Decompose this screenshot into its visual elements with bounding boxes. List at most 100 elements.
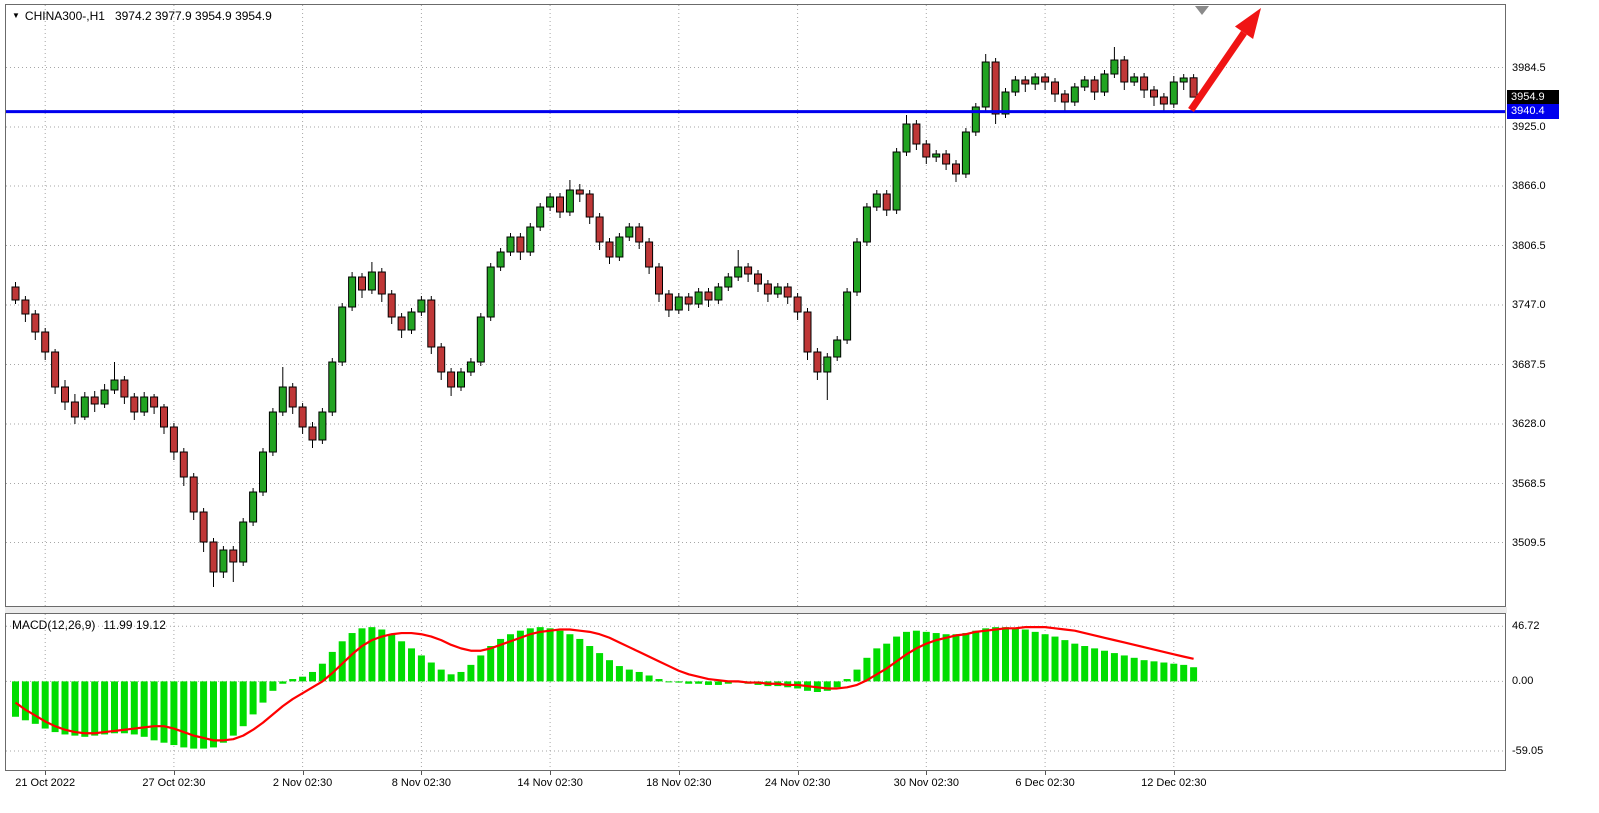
candle-down — [21, 299, 30, 315]
macd-histogram-bar — [1021, 629, 1029, 682]
macd-histogram-bar — [972, 630, 980, 682]
macd-histogram-bar — [91, 681, 99, 736]
candle-down — [308, 426, 317, 441]
candle-up — [486, 266, 495, 318]
candle-down — [31, 313, 40, 333]
macd-histogram-bar — [1110, 653, 1118, 682]
candle-down — [605, 241, 614, 258]
pane-splitter[interactable] — [5, 607, 1507, 613]
macd-histogram-bar — [1120, 655, 1128, 682]
macd-histogram-bar — [586, 646, 594, 682]
candle-up — [318, 411, 327, 441]
current-price-badge: 3954.9 — [1507, 89, 1559, 105]
price-axis-label: 3806.5 — [1512, 239, 1546, 252]
candle-up — [268, 411, 277, 453]
macd-histogram-bar — [497, 638, 505, 682]
macd-histogram-bar — [1071, 643, 1079, 682]
macd-histogram-bar — [615, 666, 623, 682]
macd-histogram-bar — [1140, 660, 1148, 682]
price-chart-pane[interactable] — [5, 4, 1506, 607]
candle-down — [516, 236, 525, 253]
trend-arrow-head-icon — [1234, 8, 1261, 39]
macd-axis-label: 0.00 — [1512, 675, 1534, 688]
macd-histogram-bar — [853, 669, 861, 682]
macd-histogram-bar — [467, 664, 475, 682]
candle-down — [1159, 96, 1168, 105]
trend-arrow-shaft — [1188, 30, 1247, 112]
macd-histogram-bar — [1051, 636, 1059, 682]
candle-down — [585, 193, 594, 218]
candle-down — [1021, 79, 1030, 85]
macd-axis-scale[interactable]: 46.72 0.00 -59.05 — [1507, 613, 1599, 771]
candle-up — [417, 299, 426, 313]
candle-up — [892, 151, 901, 211]
macd-histogram-bar — [1061, 640, 1069, 682]
macd-histogram-bar — [457, 671, 465, 682]
candle-down — [377, 271, 386, 295]
macd-histogram-bar — [665, 681, 673, 683]
candle-up — [80, 396, 89, 418]
macd-histogram-bar — [645, 675, 653, 682]
price-axis-label: 3925.0 — [1512, 121, 1546, 133]
macd-axis-label: -59.05 — [1512, 745, 1544, 757]
candle-down — [556, 196, 564, 213]
time-axis-tick — [45, 771, 46, 775]
macd-histogram-bar — [1041, 634, 1049, 682]
candle-down — [387, 293, 396, 318]
macd-histogram-bar — [823, 681, 831, 691]
candle-up — [526, 226, 535, 253]
candle-down — [1051, 81, 1059, 95]
chart-header: ▼ CHINA300-,H1 3974.2 3977.9 3954.9 3954.9 — [12, 9, 272, 23]
candle-up — [1100, 73, 1109, 93]
macd-histogram-bar — [180, 681, 188, 748]
candle-up — [714, 286, 723, 301]
macd-histogram-bar — [368, 627, 376, 682]
candle-down — [70, 401, 79, 418]
macd-histogram-bar — [437, 669, 445, 682]
candle-down — [754, 273, 762, 285]
macd-signal-line — [14, 626, 1194, 742]
chart-shift-marker-icon — [1195, 6, 1209, 15]
candle-down — [635, 226, 644, 243]
macd-histogram-bar — [1031, 631, 1039, 682]
macd-histogram-bar — [1190, 667, 1198, 682]
macd-histogram-bar — [912, 630, 920, 682]
macd-histogram-bar — [942, 634, 950, 682]
time-axis-tick — [1045, 771, 1046, 775]
candle-down — [912, 123, 921, 145]
macd-histogram-bar — [388, 634, 396, 682]
candle-down — [991, 61, 1000, 115]
candle-up — [496, 251, 505, 268]
chart-menu-arrow-icon[interactable]: ▼ — [12, 11, 20, 20]
macd-histogram-bar — [338, 641, 346, 682]
candle-down — [150, 396, 159, 408]
price-axis-scale[interactable]: 3984.5 3925.0 3866.0 3806.5 3747.0 3687.5 3628… — [1507, 4, 1599, 607]
time-axis-label: 6 Dec 02:30 — [1015, 777, 1075, 789]
candle-up — [140, 396, 149, 413]
time-axis-label: 24 Nov 02:30 — [764, 777, 831, 789]
macd-histogram-bar — [487, 646, 495, 682]
price-axis-label: 3747.0 — [1512, 299, 1546, 311]
macd-histogram-bar — [507, 634, 514, 682]
macd-histogram-bar — [625, 669, 633, 682]
macd-histogram-bar — [101, 681, 109, 735]
candle-down — [744, 266, 753, 275]
macd-histogram-bar — [81, 681, 89, 737]
time-axis-scale[interactable]: 21 Oct 2022 27 Oct 02:30 2 Nov 02:30 8 Nov … — [5, 771, 1507, 797]
macd-histogram-bar — [229, 681, 237, 736]
macd-histogram-bar — [279, 681, 287, 684]
candle-up — [506, 236, 515, 253]
time-axis-label: 8 Nov 02:30 — [391, 777, 452, 789]
macd-histogram-bar — [1180, 664, 1188, 682]
time-axis-tick — [679, 771, 680, 775]
macd-histogram-bar — [903, 631, 910, 682]
macd-label: MACD(12,26,9) — [12, 618, 96, 632]
macd-histogram-bar — [714, 681, 722, 685]
candle-up — [348, 276, 357, 308]
macd-histogram-bar — [1081, 646, 1089, 682]
macd-histogram-bar — [309, 671, 316, 682]
time-axis-tick — [926, 771, 927, 775]
macd-histogram-bar — [546, 628, 554, 682]
macd-indicator-pane[interactable] — [5, 613, 1506, 771]
macd-histogram-bar — [695, 681, 703, 684]
